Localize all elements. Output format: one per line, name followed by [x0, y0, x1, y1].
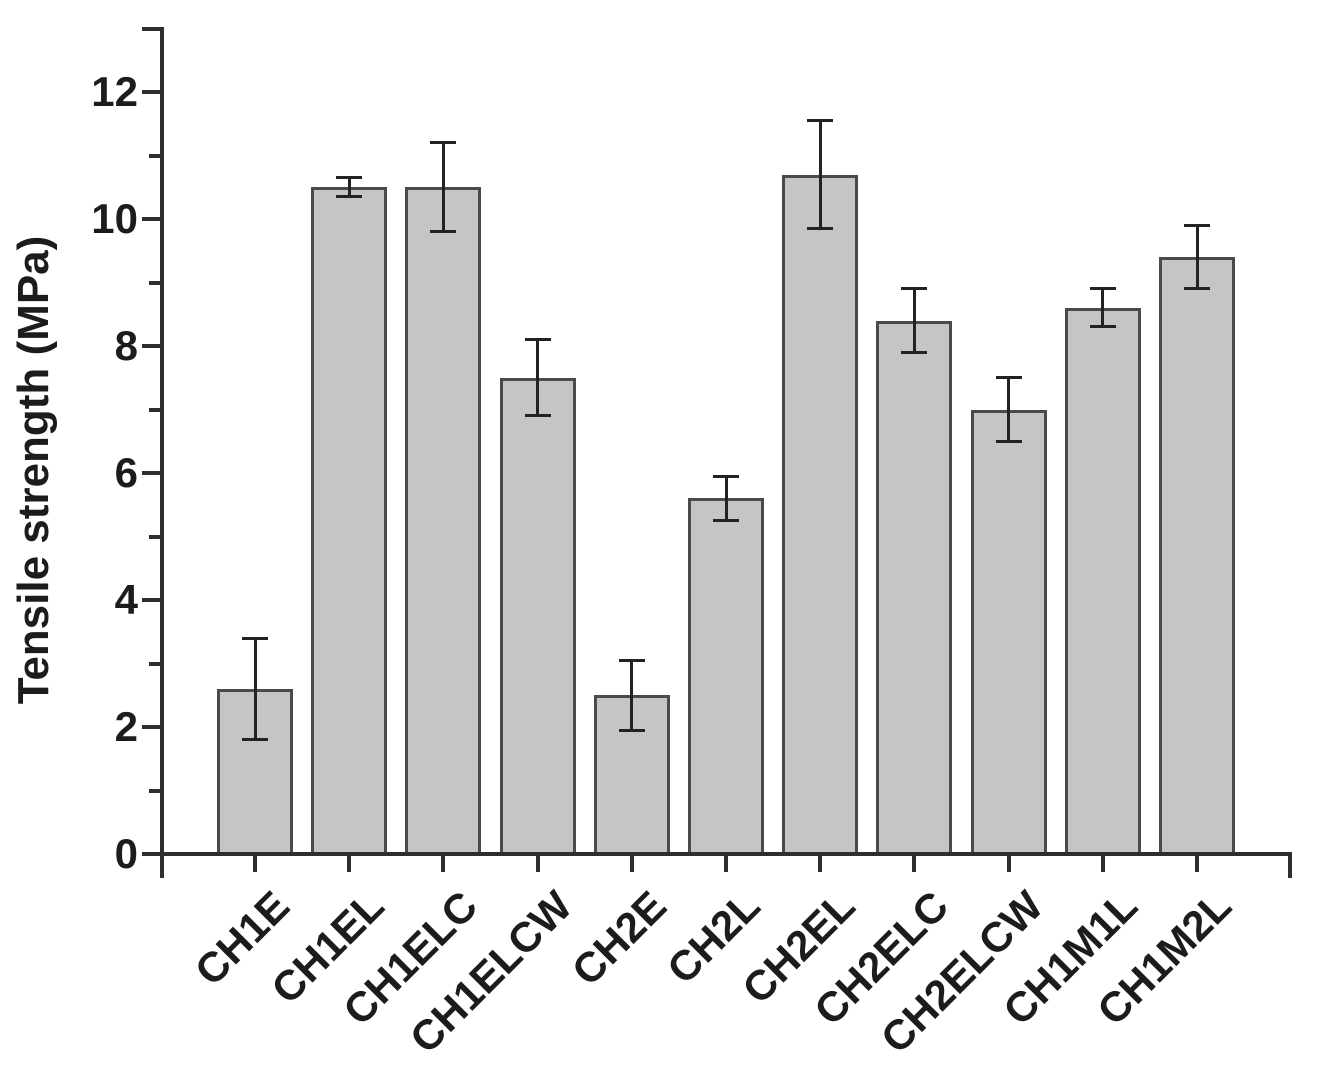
error-bar-cap-top-CH1M2L: [1184, 223, 1210, 227]
bar-CH2ELC: [876, 320, 953, 856]
error-bar-cap-top-CH2ELC: [901, 287, 928, 291]
y-major-tick-4: [142, 598, 162, 602]
error-bar-cap-bottom-CH1M2L: [1184, 287, 1210, 291]
error-bar-line-CH1ELC: [441, 142, 445, 232]
error-bar-cap-bottom-CH1EL: [336, 195, 363, 199]
error-bar-cap-top-CH2E: [618, 658, 645, 662]
y-axis-end-tick: [142, 26, 162, 31]
y-tick-label-0: 0: [114, 830, 138, 877]
y-major-tick-8: [142, 344, 162, 348]
y-major-tick-6: [142, 471, 162, 475]
error-bar-cap-bottom-CH2ELC: [901, 350, 928, 354]
y-major-tick-10: [142, 217, 162, 221]
error-bar-line-CH1ELCW: [536, 339, 540, 416]
error-bar-line-CH1E: [253, 638, 257, 740]
error-bar-cap-bottom-CH1ELC: [430, 230, 457, 234]
bar-CH2L: [688, 498, 764, 856]
y-minor-tick-7: [149, 407, 162, 412]
bar-CH2ELCW: [970, 409, 1047, 856]
x-axis-end-tick: [1288, 854, 1292, 878]
bar-CH1M2L: [1159, 257, 1235, 856]
error-bar-cap-bottom-CH1M1L: [1089, 325, 1116, 329]
y-minor-tick-9: [149, 280, 162, 285]
x-tick-label-CH2E: CH2E: [562, 881, 675, 995]
y-axis-title: Tensile strength (MPa): [9, 235, 58, 705]
error-bar-line-CH1M1L: [1101, 288, 1105, 327]
error-bar-cap-bottom-CH2E: [618, 728, 645, 732]
error-bar-line-CH2ELC: [912, 288, 916, 353]
error-bar-line-CH1M2L: [1195, 225, 1199, 289]
error-bar-cap-bottom-CH2L: [713, 519, 739, 523]
error-bar-cap-top-CH1EL: [336, 176, 363, 180]
y-tick-label-6: 6: [114, 449, 138, 496]
x-tick-CH2L: [724, 854, 728, 872]
y-tick-label-12: 12: [91, 68, 138, 115]
y-major-tick-0: [142, 852, 162, 856]
error-bar-line-CH2EL: [818, 120, 822, 229]
error-bar-line-CH2L: [724, 476, 728, 521]
y-tick-label-10: 10: [91, 195, 138, 242]
bar-CH2EL: [782, 174, 859, 856]
bar-CH1M1L: [1064, 307, 1141, 856]
error-bar-cap-top-CH1M1L: [1089, 287, 1116, 291]
bar-CH1EL: [311, 187, 388, 856]
y-minor-tick-3: [149, 661, 162, 666]
error-bar-cap-top-CH2ELCW: [995, 376, 1022, 380]
y-minor-tick-1: [149, 788, 162, 793]
x-tick-CH1ELC: [441, 854, 446, 872]
y-major-tick-2: [142, 725, 162, 729]
x-tick-CH2ELC: [912, 854, 917, 872]
error-bar-line-CH2ELCW: [1007, 377, 1011, 442]
bar-CH1ELC: [405, 187, 482, 856]
error-bar-cap-bottom-CH1ELCW: [524, 414, 551, 418]
error-bar-cap-top-CH1ELCW: [524, 338, 551, 342]
error-bar-cap-top-CH2L: [713, 474, 739, 478]
error-bar-cap-bottom-CH2ELCW: [995, 439, 1022, 443]
error-bar-cap-bottom-CH1E: [242, 738, 268, 742]
x-tick-CH1EL: [347, 854, 352, 872]
x-tick-CH2ELCW: [1006, 854, 1011, 872]
y-minor-tick-5: [149, 534, 162, 539]
bar-CH1ELCW: [499, 377, 576, 856]
x-tick-CH2E: [629, 854, 634, 872]
error-bar-cap-top-CH1ELC: [430, 141, 457, 145]
y-major-tick-12: [142, 90, 162, 94]
x-tick-CH1M1L: [1100, 854, 1105, 872]
y-tick-label-2: 2: [114, 703, 138, 750]
x-tick-CH1M2L: [1195, 854, 1199, 872]
y-tick-label-4: 4: [114, 576, 138, 623]
error-bar-cap-top-CH1E: [242, 636, 268, 640]
y-axis-line: [160, 26, 164, 878]
x-tick-CH1ELCW: [535, 854, 540, 872]
x-tick-CH1E: [253, 854, 257, 872]
x-tick-CH2EL: [818, 854, 823, 872]
y-tick-label-8: 8: [114, 322, 138, 369]
y-minor-tick-11: [149, 153, 162, 158]
error-bar-line-CH2E: [630, 660, 634, 731]
error-bar-cap-top-CH2EL: [807, 119, 834, 123]
error-bar-line-CH1EL: [347, 177, 351, 197]
error-bar-cap-bottom-CH2EL: [807, 227, 834, 231]
